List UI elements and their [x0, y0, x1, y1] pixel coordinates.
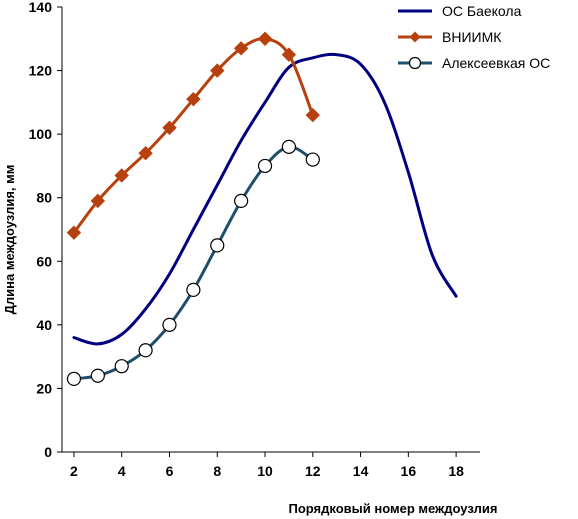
y-tick-label: 0: [44, 444, 52, 460]
series-3: [66, 139, 320, 386]
y-tick-label: 80: [36, 190, 52, 206]
legend-item: Алексеевкая ОС: [398, 55, 550, 71]
data-point: [210, 63, 225, 78]
legend: ОС Баекола ВНИИМК Алексеевкая ОС: [398, 3, 550, 71]
data-point: [305, 152, 320, 167]
series-line: [72, 37, 315, 235]
data-point: [66, 225, 82, 240]
data-point: [162, 317, 177, 332]
data-point: [138, 146, 153, 161]
data-point: [90, 193, 106, 209]
y-tick-label: 120: [29, 63, 53, 79]
x-tick-label: 12: [305, 463, 321, 479]
x-tick-label: 18: [448, 463, 464, 479]
legend-marker: [408, 56, 422, 70]
y-tick-label: 100: [29, 126, 53, 142]
data-point: [162, 120, 177, 135]
series-group: [66, 31, 458, 386]
data-point: [257, 158, 273, 174]
data-point: [186, 282, 201, 297]
y-axis-title: Длина междоузлия, мм: [2, 165, 17, 315]
data-point: [66, 371, 82, 386]
legend-label: Алексеевкая ОС: [442, 55, 550, 71]
x-tick-label: 4: [118, 463, 126, 479]
data-point: [138, 343, 153, 358]
y-tick-label: 60: [36, 253, 52, 269]
x-tick-label: 16: [401, 463, 417, 479]
y-tick-label: 140: [29, 0, 53, 15]
x-tick-label: 10: [257, 463, 273, 479]
series-2: [66, 31, 321, 240]
series-line: [72, 145, 315, 381]
data-point: [281, 139, 297, 154]
x-tick-label: 6: [166, 463, 174, 479]
data-point: [234, 193, 249, 208]
y-tick-label: 20: [36, 380, 52, 396]
series-1: [72, 52, 458, 346]
data-point: [90, 368, 105, 383]
data-point: [114, 168, 129, 183]
x-tick-label: 14: [353, 463, 369, 479]
x-axis-title: Порядковый номер междоузлия: [289, 501, 498, 516]
legend-item: ВНИИМК: [398, 29, 502, 45]
data-point: [186, 91, 201, 107]
legend-label: ВНИИМК: [442, 29, 502, 45]
data-point: [233, 41, 249, 56]
data-point: [257, 31, 273, 46]
data-point: [281, 47, 297, 62]
data-point: [210, 238, 225, 253]
x-tick-label: 8: [213, 463, 221, 479]
legend-label: ОС Баекола: [442, 3, 522, 19]
legend-item: ОС Баекола: [398, 3, 522, 19]
y-tick-label: 40: [36, 317, 52, 333]
series-line: [72, 52, 458, 346]
data-point: [114, 359, 129, 374]
x-tick-label: 2: [70, 463, 78, 479]
legend-marker: [409, 31, 421, 43]
axes: 0 20 40 60 80 100 120 140 2 4 6 8 10 12 14 16 18: [29, 0, 480, 479]
data-point: [305, 107, 321, 123]
